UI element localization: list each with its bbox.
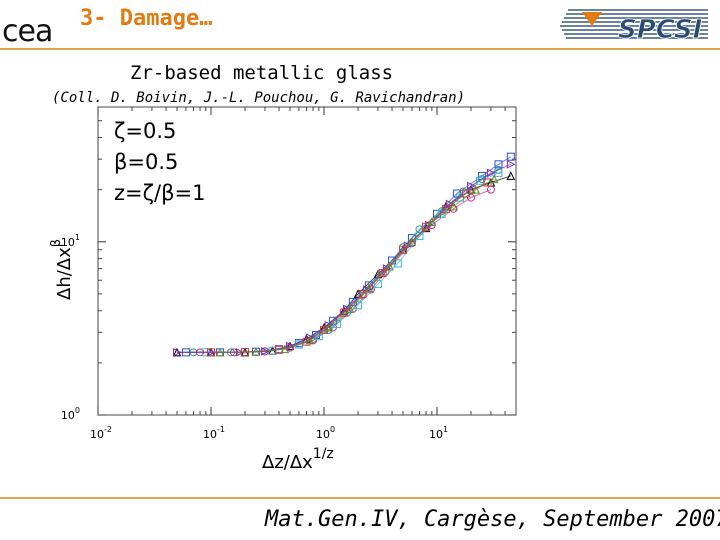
data-point: [285, 341, 295, 351]
data-point: [422, 222, 431, 231]
data-point: [467, 193, 476, 202]
series-layer: [172, 152, 516, 357]
y-tick-label-base: 10: [61, 236, 75, 249]
data-point: [172, 348, 182, 357]
chart-annotation: z=ζ/β=1: [114, 181, 205, 205]
slide-footer: Mat.Gen.IV, Cargèse, September 2007: [265, 507, 720, 532]
data-point: [467, 181, 476, 191]
x-tick-label-base: 10: [316, 428, 330, 441]
minor-ticks: [98, 106, 517, 415]
data-point: [345, 304, 355, 313]
header-rule: [0, 48, 720, 50]
cea-logo: cea: [2, 14, 62, 49]
y-tick-label: 100: [61, 406, 80, 422]
data-point: [471, 185, 481, 194]
data-point: [378, 269, 387, 278]
annotation-layer: ζ=0.5 β=0.5 z=ζ/β=1: [114, 119, 205, 205]
data-point: [407, 239, 416, 248]
data-point: [364, 283, 374, 293]
data-point: [320, 325, 329, 334]
data-point: [437, 209, 446, 218]
data-point: [475, 176, 484, 185]
chart-annotation: β=0.5: [114, 150, 178, 174]
x-tick-label-base: 10: [90, 428, 104, 441]
slide-title: 3- Damage…: [80, 6, 213, 31]
x-tick-label-exponent: 0: [330, 425, 335, 434]
y-tick-label-base: 10: [61, 409, 75, 422]
y-axis-label-exponent: β: [49, 239, 64, 247]
data-point: [302, 337, 311, 346]
slide-credits: (Coll. D. Boivin, J.-L. Pouchou, G. Ravi…: [52, 90, 466, 106]
data-point: [280, 344, 290, 354]
slide-subtitle: Zr-based metallic glass: [130, 62, 394, 84]
data-point: [215, 347, 225, 357]
series-line: [219, 178, 495, 353]
data-point: [373, 280, 382, 289]
spcsi-logo-text: SPCSI: [618, 15, 703, 45]
data-point: [506, 160, 516, 169]
cea-logo-text: cea: [2, 14, 52, 46]
data-point: [489, 174, 499, 184]
data-point: [407, 237, 417, 246]
x-tick-label-exponent: 1: [443, 425, 448, 434]
data-point: [506, 152, 515, 161]
spcsi-logo-triangle: [582, 12, 602, 26]
y-axis-label: Δh/Δxβ: [49, 239, 75, 300]
spcsi-logo: SPCSI: [558, 4, 716, 46]
data-point: [393, 259, 402, 268]
x-tick-label: 100: [316, 425, 335, 441]
plot-frame: [97, 106, 517, 416]
data-point: [251, 347, 261, 356]
x-tick-label-base: 10: [429, 428, 443, 441]
x-axis-label: Δz/Δx1/z: [262, 446, 334, 473]
x-tick-label-exponent: -1: [217, 425, 225, 434]
y-tick-label-exponent: 1: [75, 233, 80, 242]
x-tick-label-base: 10: [203, 428, 217, 441]
data-point: [427, 217, 437, 227]
data-point: [415, 231, 424, 240]
spcsi-logo-mark: SPCSI: [560, 9, 708, 45]
x-axis-label-main: Δz/Δx: [262, 452, 313, 473]
x-tick-label-exponent: -2: [104, 425, 112, 434]
x-axis-label-exponent: 1/z: [313, 446, 334, 462]
data-point: [486, 168, 496, 178]
cea-logo-mark: cea: [2, 14, 53, 49]
data-point: [305, 335, 315, 345]
data-point: [207, 348, 216, 357]
data-series: [215, 174, 499, 357]
chart-annotation: ζ=0.5: [114, 119, 176, 143]
data-point: [398, 245, 407, 254]
footer-rule: [0, 497, 720, 499]
data-point: [354, 301, 363, 310]
x-tick-label: 101: [429, 425, 448, 441]
x-tick-label: 10-1: [203, 425, 225, 441]
y-tick-label: 101: [61, 233, 80, 249]
data-point: [358, 289, 367, 298]
data-point: [403, 241, 413, 250]
data-point: [506, 171, 516, 180]
y-tick-label-exponent: 0: [75, 406, 80, 415]
x-tick-label: 10-2: [90, 425, 112, 441]
data-point: [324, 322, 333, 332]
data-point: [449, 201, 458, 211]
data-point: [494, 160, 503, 169]
y-axis-label-main: Δh/Δx: [54, 247, 75, 300]
data-point: [385, 261, 394, 271]
